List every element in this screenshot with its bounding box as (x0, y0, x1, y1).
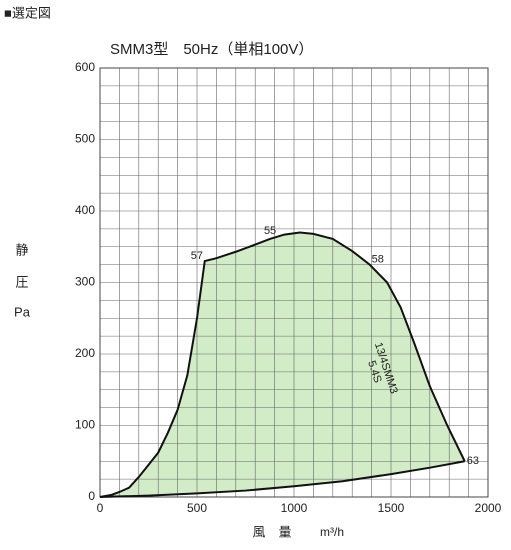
lower-curve (99, 460, 465, 498)
y-label: 静 (15, 242, 28, 257)
plot-frame (99, 67, 489, 498)
x-tick-label: 1500 (378, 501, 405, 515)
x-tick-label: 1000 (281, 501, 308, 515)
x-tick-label: 2000 (475, 501, 502, 515)
y-label: Pa (14, 304, 31, 319)
y-tick-label: 400 (75, 203, 95, 217)
x-label: 風 量 (252, 524, 291, 539)
x-tick-label: 500 (187, 501, 207, 515)
y-tick-label: 500 (75, 132, 95, 146)
y-tick-label: 200 (75, 346, 95, 360)
header: ■選定図 (4, 5, 51, 20)
point-label: 63 (467, 455, 479, 467)
point-label: 55 (264, 225, 276, 237)
point-label: 57 (191, 250, 203, 262)
y-tick-label: 600 (75, 60, 95, 74)
upper-curve (99, 231, 466, 498)
chart-title: SMM3型 50Hz（単相100V） (110, 41, 313, 58)
x-tick-label: 0 (97, 501, 104, 515)
area-fill (100, 232, 465, 497)
y-tick-label: 300 (75, 275, 95, 289)
x-unit: m³/h (320, 525, 344, 539)
y-tick-label: 100 (75, 418, 95, 432)
point-label: 58 (372, 254, 384, 266)
y-tick-label: 0 (88, 489, 95, 503)
y-label: 圧 (15, 274, 28, 289)
